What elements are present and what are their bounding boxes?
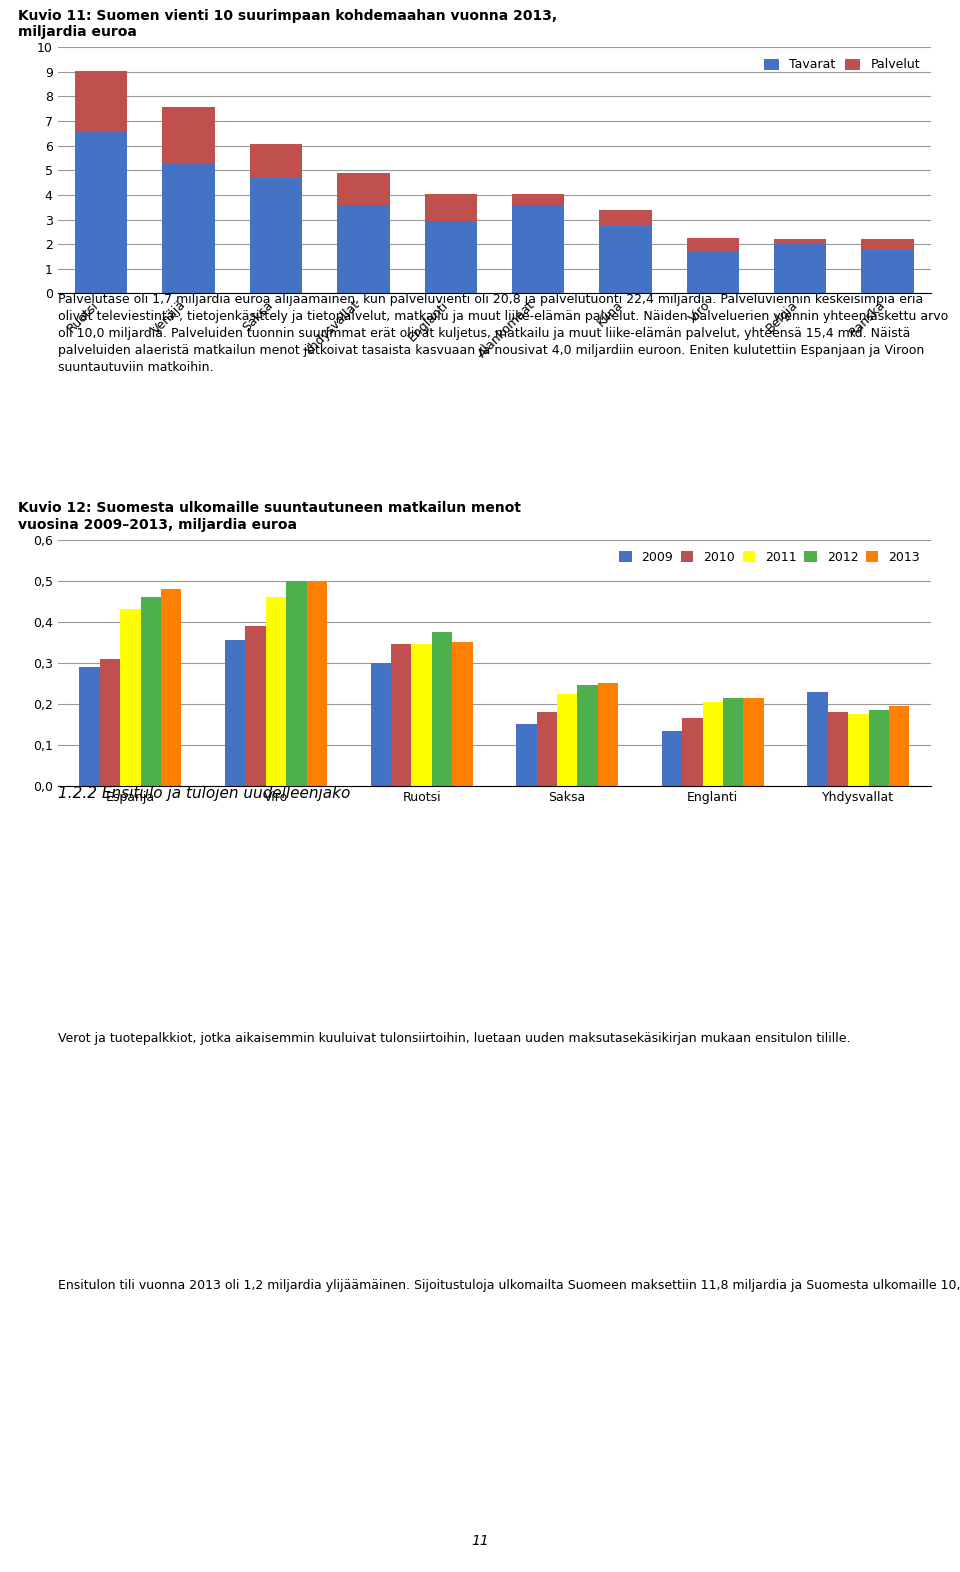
Bar [337,173,390,204]
Bar [306,580,327,786]
Bar [861,250,914,294]
Bar [516,725,537,786]
Bar [80,667,100,786]
Bar [100,659,120,786]
Bar [512,206,564,294]
Bar [861,239,914,250]
Bar [743,698,764,786]
Text: Ensitulon tili vuonna 2013 oli 1,2 miljardia ylijäämäinen. Sijoitustuloja ulkoma: Ensitulon tili vuonna 2013 oli 1,2 milja… [58,1278,960,1292]
Bar [557,693,577,786]
Bar [412,645,432,786]
Bar [161,590,181,786]
Text: 1.2.2 Ensitulo ja tulojen uudelleenjako: 1.2.2 Ensitulo ja tulojen uudelleenjako [58,786,350,802]
Text: Verot ja tuotepalkkiot, jotka aikaisemmin kuuluivat tulonsiirtoihin, luetaan uud: Verot ja tuotepalkkiot, jotka aikaisemmi… [58,1033,851,1045]
Bar [162,163,215,294]
Bar [162,107,215,163]
Bar [661,731,683,786]
Bar [683,718,703,786]
Bar [598,684,618,786]
Legend: Tavarat, Palvelut: Tavarat, Palvelut [759,53,924,77]
Text: 11: 11 [471,1534,489,1548]
Bar [371,663,391,786]
Bar [599,226,652,294]
Bar [286,580,306,786]
Bar [537,712,557,786]
Bar [577,685,598,786]
Bar [512,193,564,206]
Bar [120,610,140,786]
Bar [686,237,739,252]
Bar [599,209,652,226]
Bar [432,632,452,786]
Bar [849,714,869,786]
Bar [686,252,739,294]
Bar [774,239,827,244]
Bar [889,706,909,786]
Bar [828,712,849,786]
Bar [703,701,723,786]
Bar [774,244,827,294]
Bar [250,145,302,178]
Bar [140,597,161,786]
Text: Kuvio 11: Suomen vienti 10 suurimpaan kohdemaahan vuonna 2013,
miljardia euroa: Kuvio 11: Suomen vienti 10 suurimpaan ko… [18,9,558,39]
Bar [225,640,246,786]
Bar [75,130,128,294]
Text: Palvelutase oli 1,7 miljardia euroa alijäämäinen, kun palveluvienti oli 20,8 ja : Palvelutase oli 1,7 miljardia euroa alij… [58,294,948,374]
Bar [337,204,390,294]
Bar [266,597,286,786]
Bar [723,698,743,786]
Text: Kuvio 12: Suomesta ulkomaille suuntautuneen matkailun menot
vuosina 2009–2013, m: Kuvio 12: Suomesta ulkomaille suuntautun… [18,501,521,531]
Bar [250,178,302,294]
Bar [75,71,128,130]
Bar [452,643,472,786]
Legend: 2009, 2010, 2011, 2012, 2013: 2009, 2010, 2011, 2012, 2013 [614,545,924,569]
Bar [869,711,889,786]
Bar [424,193,477,220]
Bar [424,220,477,294]
Bar [391,645,412,786]
Bar [246,626,266,786]
Bar [807,692,828,786]
